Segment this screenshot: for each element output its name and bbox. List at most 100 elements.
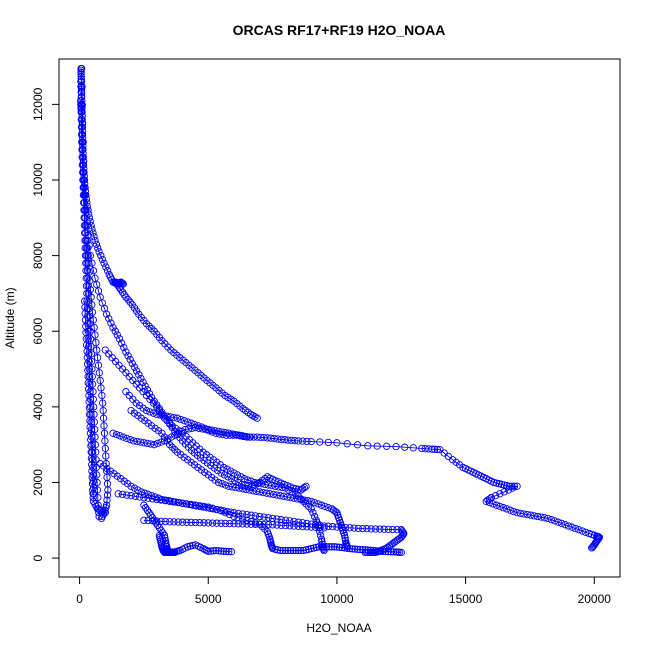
data-point: [354, 524, 363, 533]
data-point: [243, 516, 251, 524]
data-point: [208, 519, 217, 527]
data-point: [78, 146, 86, 154]
data-point: [174, 498, 182, 507]
data-point: [171, 446, 179, 454]
x-tick-label: 10000: [320, 592, 354, 606]
data-point: [261, 480, 269, 489]
data-point: [300, 496, 308, 504]
data-point: [228, 430, 236, 438]
data-point: [589, 542, 598, 550]
data-point: [77, 108, 85, 116]
data-point: [209, 547, 218, 555]
data-point: [510, 482, 519, 490]
data-point: [232, 483, 240, 492]
data-point: [94, 505, 103, 513]
data-point: [204, 425, 212, 434]
data-point: [226, 519, 234, 528]
data-point: [343, 440, 351, 448]
data-point: [101, 346, 109, 354]
data-point: [343, 543, 351, 551]
data-point: [238, 485, 247, 493]
data-point: [189, 541, 197, 550]
data-point: [232, 430, 240, 439]
data-point: [249, 412, 257, 420]
data-point: [281, 546, 290, 555]
data-point: [309, 509, 317, 517]
data-point: [143, 439, 152, 448]
data-point: [317, 501, 326, 509]
data-point: [235, 431, 243, 439]
data-point: [122, 293, 130, 301]
data-point: [245, 486, 254, 494]
data-point: [273, 521, 281, 529]
data-point: [111, 327, 119, 335]
data-point: [85, 312, 94, 320]
data-point: [81, 251, 90, 260]
data-point: [307, 437, 315, 446]
data-point: [178, 518, 187, 526]
data-point: [324, 438, 332, 447]
data-point: [126, 355, 134, 364]
data-point: [267, 434, 275, 442]
data-point: [397, 548, 405, 557]
data-point: [81, 244, 89, 252]
data-point: [92, 463, 101, 472]
data-point: [148, 517, 157, 525]
data-point: [588, 544, 596, 552]
data-point: [82, 274, 90, 282]
data-point: [245, 433, 254, 441]
data-point: [170, 413, 178, 422]
data-point: [95, 248, 103, 256]
data-point: [431, 445, 439, 453]
data-point: [320, 546, 328, 555]
data-point: [310, 512, 319, 521]
data-point: [94, 501, 102, 509]
data-point: [157, 517, 165, 525]
data-point: [85, 350, 93, 358]
data-point: [160, 412, 168, 420]
data-point: [551, 517, 559, 525]
data-point: [485, 498, 494, 507]
data-point: [292, 490, 300, 498]
series-line: [104, 349, 325, 551]
data-point: [274, 435, 282, 443]
data-point: [157, 496, 165, 504]
data-point: [89, 463, 97, 472]
data-point: [290, 522, 298, 530]
data-point: [260, 520, 268, 529]
data-point: [280, 436, 289, 444]
data-point: [379, 547, 387, 556]
data-point: [77, 64, 86, 73]
data-point: [238, 432, 247, 440]
data-point: [97, 251, 105, 260]
data-point: [505, 482, 513, 490]
data-point: [94, 361, 103, 369]
data-point: [307, 544, 315, 553]
data-point: [251, 413, 259, 421]
data-point: [107, 319, 115, 327]
x-axis: 0 5000 10000 15000 20000: [76, 576, 611, 606]
data-point: [77, 78, 85, 86]
data-point: [356, 545, 364, 554]
data-point: [112, 430, 121, 439]
data-point: [506, 506, 514, 514]
data-point: [93, 346, 101, 354]
data-point: [97, 384, 105, 392]
data-point: [184, 418, 192, 426]
data-point: [183, 518, 191, 526]
data-point: [364, 442, 372, 450]
data-point: [320, 524, 328, 532]
data-point: [418, 444, 426, 453]
data-point: [376, 525, 384, 533]
data-point: [145, 322, 153, 330]
data-point: [366, 546, 375, 554]
data-point: [353, 441, 362, 449]
data-point: [92, 338, 100, 347]
data-point: [82, 282, 91, 290]
data-point: [82, 267, 90, 275]
y-axis-label: Altitude (m): [3, 287, 17, 348]
data-point: [259, 488, 267, 497]
data-point: [130, 363, 139, 371]
data-point: [280, 492, 288, 500]
data-point: [286, 522, 294, 530]
